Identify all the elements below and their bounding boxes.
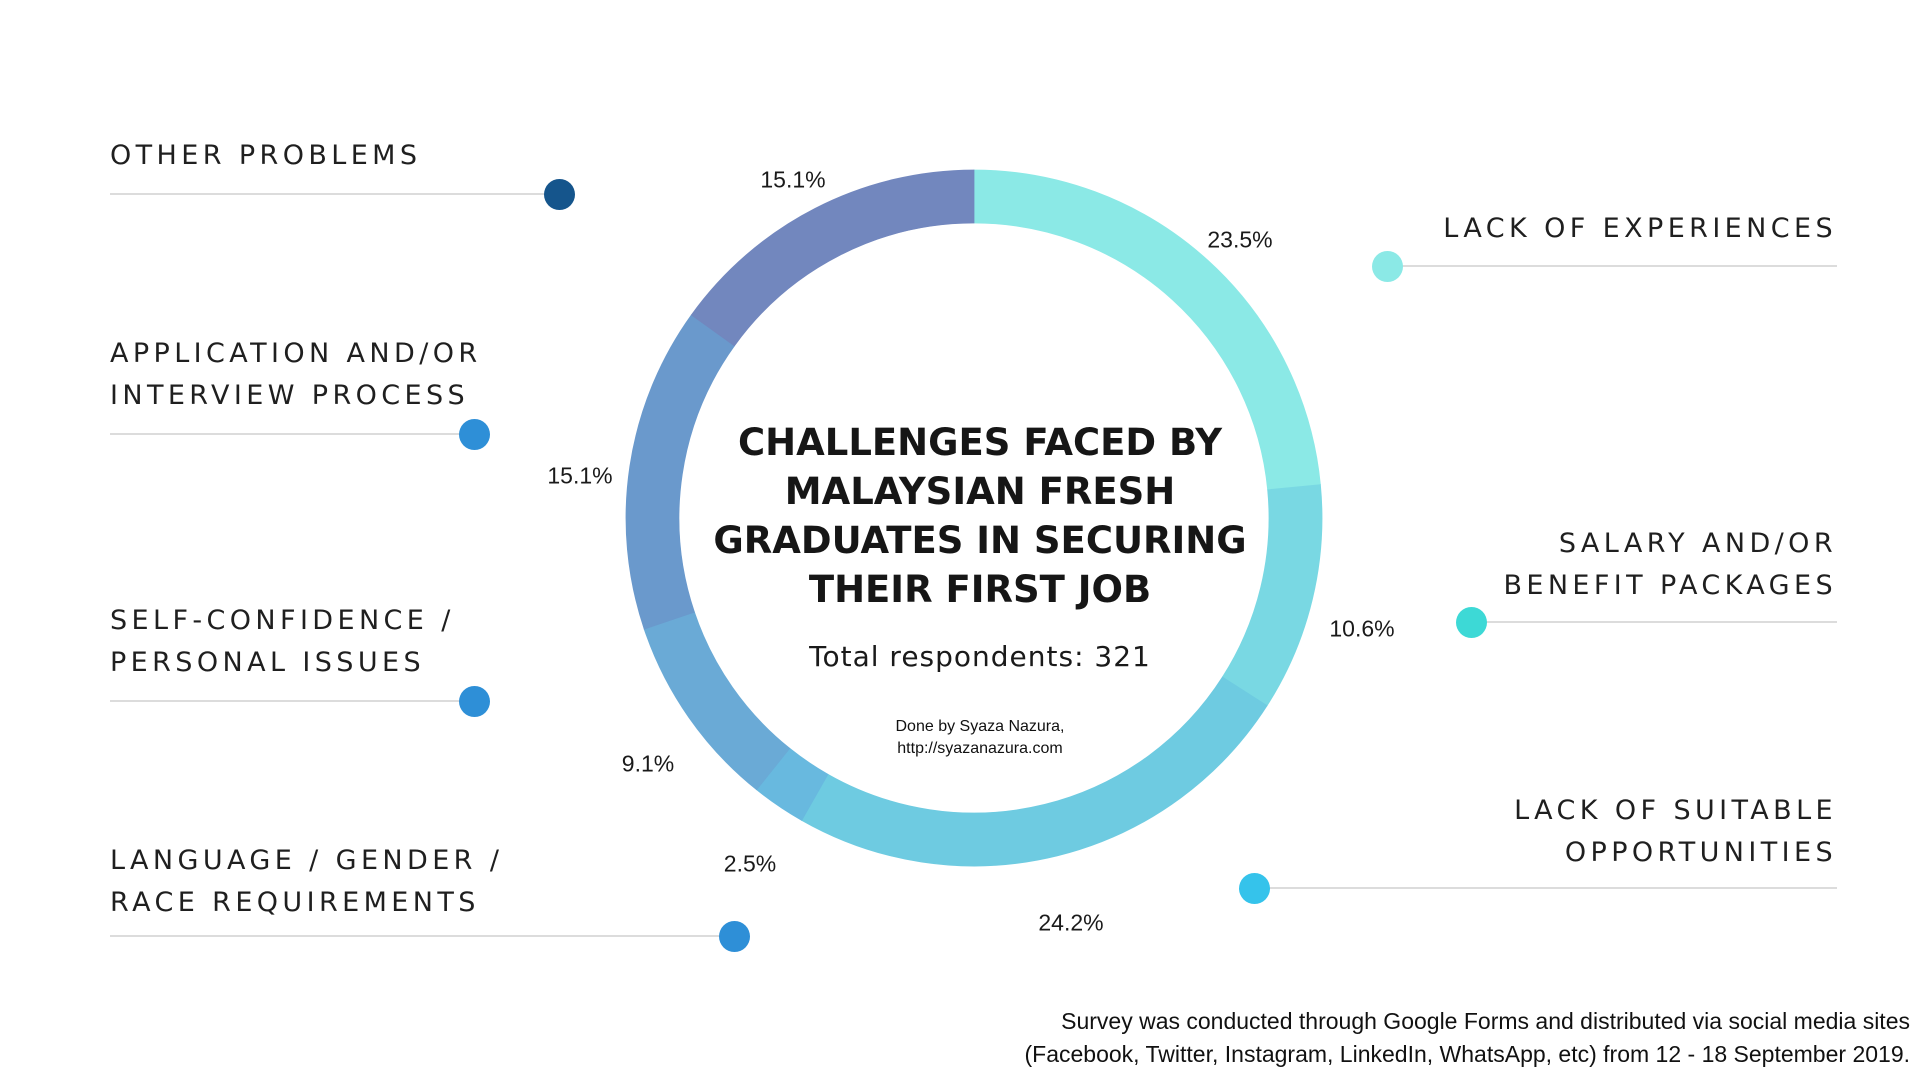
footnote-line: (Facebook, Twitter, Instagram, LinkedIn,… [1024,1041,1910,1067]
pct-label-suitable-opportunities: 24.2% [1038,909,1104,936]
legend-line: SELF-CONFIDENCE / [110,605,455,636]
pct-label-salary: 10.6% [1329,615,1395,642]
legend-label-salary: SALARY AND/OR BENEFIT PACKAGES [1503,523,1837,607]
legend-label-suitable-opportunities: LACK OF SUITABLE OPPORTUNITIES [1514,790,1837,874]
legend-line: BENEFIT PACKAGES [1503,570,1837,601]
legend-dot-language [719,921,750,952]
legend-dot-lack-of-experiences [1372,251,1403,282]
legend-dot-application [459,419,490,450]
legend-divider [110,700,474,702]
legend-line: INTERVIEW PROCESS [110,380,470,411]
total-respondents: Total respondents: 321 [809,640,1151,673]
legend-dot-suitable-opportunities [1239,873,1270,904]
footnote-line: Survey was conducted through Google Form… [1061,1008,1910,1034]
legend-dot-salary [1456,607,1487,638]
pct-label-other-problems: 15.1% [760,166,826,193]
legend-line: LANGUAGE / GENDER / [110,845,504,876]
legend-label-other-problems: OTHER PROBLEMS [110,135,421,177]
pct-label-application: 15.1% [547,462,613,489]
legend-divider [110,935,733,937]
legend-divider [110,193,558,195]
legend-line: PERSONAL ISSUES [110,647,425,678]
legend-line: SALARY AND/OR [1558,528,1837,559]
legend-divider [1254,887,1837,889]
legend-line: OTHER PROBLEMS [110,140,422,171]
pct-label-lack-of-experiences: 23.5% [1207,226,1273,253]
legend-divider [110,433,474,435]
legend-line: APPLICATION AND/OR [110,338,482,369]
legend-line: RACE REQUIREMENTS [110,887,480,918]
donut-slice-other-problems [690,169,975,347]
legend-label-lack-of-experiences: LACK OF EXPERIENCES [1443,208,1837,250]
author-credit: Done by Syaza Nazura, http://syazanazura… [760,716,1200,760]
legend-line: LACK OF SUITABLE [1514,795,1837,826]
title-line: GRADUATES IN SECURING [713,519,1247,562]
credit-url: http://syazanazura.com [897,740,1063,757]
legend-label-application: APPLICATION AND/OR INTERVIEW PROCESS [110,333,482,417]
pct-label-language: 2.5% [723,850,777,877]
credit-name: Done by Syaza Nazura, [895,718,1065,735]
pct-label-self-confidence: 9.1% [621,750,675,777]
legend-label-self-confidence: SELF-CONFIDENCE / PERSONAL ISSUES [110,600,455,684]
legend-dot-self-confidence [459,686,490,717]
legend-label-language: LANGUAGE / GENDER / RACE REQUIREMENTS [110,840,503,924]
legend-divider [1471,621,1837,623]
legend-line: OPPORTUNITIES [1564,837,1837,868]
chart-title: CHALLENGES FACED BY MALAYSIAN FRESH GRAD… [700,418,1260,614]
survey-footnote: Survey was conducted through Google Form… [1024,1005,1910,1071]
title-line: THEIR FIRST JOB [808,568,1152,611]
donut-slice-lack-of-suitable-opportunities [801,676,1268,867]
legend-divider [1387,265,1837,267]
title-line: MALAYSIAN FRESH [784,470,1176,513]
legend-dot-other-problems [544,179,575,210]
legend-line: LACK OF EXPERIENCES [1443,213,1837,244]
title-line: CHALLENGES FACED BY [738,421,1222,464]
